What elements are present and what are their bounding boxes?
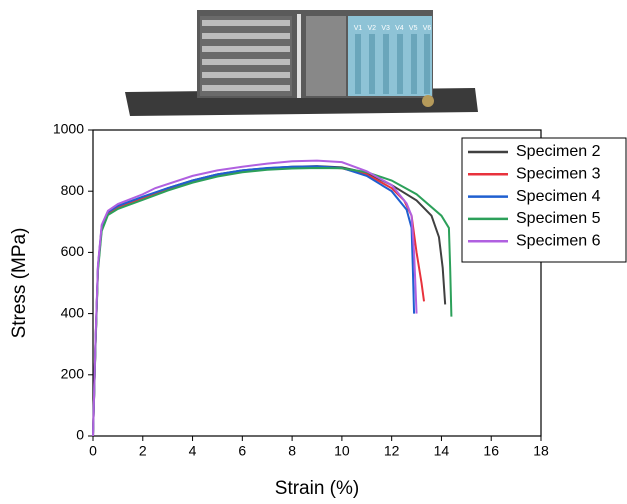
- y-tick-label: 600: [61, 243, 85, 259]
- series-line: [92, 165, 426, 437]
- x-tick-label: 16: [483, 443, 499, 459]
- series-line: [92, 166, 453, 437]
- series-line: [92, 159, 418, 437]
- x-tick-label: 14: [434, 443, 450, 459]
- x-axis-label: Strain (%): [275, 478, 359, 499]
- x-tick-label: 0: [89, 443, 97, 459]
- x-tick-label: 10: [334, 443, 350, 459]
- photo-label: V6: [423, 25, 432, 32]
- photo-labels: V1 V2 V3 V4 V5 V6: [354, 25, 432, 32]
- photo-label: V1: [354, 25, 363, 32]
- x-tick-label: 4: [189, 443, 197, 459]
- x-tick-label: 8: [288, 443, 296, 459]
- legend-label: Specimen 2: [516, 143, 601, 160]
- plot-frame: [92, 129, 542, 437]
- horizontal-specimens: [200, 16, 292, 96]
- y-tick-label: 200: [61, 366, 85, 382]
- series-line: [92, 165, 416, 437]
- y-tick-label: 0: [76, 427, 84, 443]
- y-tick-label: 400: [61, 304, 85, 320]
- vertical-bars: [355, 34, 430, 94]
- y-axis-label: Stress (MPa): [9, 228, 30, 339]
- x-tick-label: 2: [139, 443, 147, 459]
- photo-label: V4: [395, 25, 404, 32]
- legend-label: Specimen 5: [516, 210, 601, 227]
- divider: [297, 14, 301, 98]
- small-specimens: [306, 16, 346, 96]
- coin: [422, 95, 434, 107]
- legend-label: Specimen 3: [516, 166, 601, 183]
- y-tick-label: 800: [61, 182, 85, 198]
- horizontal-bars: [202, 20, 290, 91]
- legend-label: Specimen 6: [516, 232, 601, 249]
- x-tick-label: 12: [384, 443, 400, 459]
- vertical-specimens: [348, 16, 432, 96]
- x-tick-label: 18: [533, 443, 549, 459]
- series-line: [92, 165, 447, 437]
- specimen-photo: V1 V2 V3 V4 V5 V6: [125, 10, 478, 116]
- photo-label: V2: [368, 25, 377, 32]
- x-tick-label: 6: [238, 443, 246, 459]
- legend-label: Specimen 4: [516, 188, 601, 205]
- photo-label: V5: [409, 25, 418, 32]
- photo-label: V3: [381, 25, 390, 32]
- y-tick-label: 1000: [53, 121, 84, 137]
